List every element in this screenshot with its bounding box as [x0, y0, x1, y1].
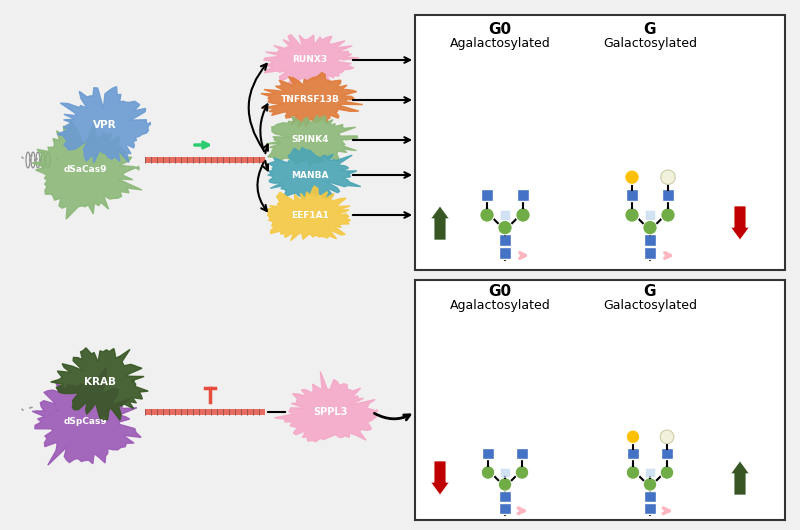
Circle shape	[625, 208, 639, 222]
Polygon shape	[32, 368, 141, 465]
FancyBboxPatch shape	[482, 448, 494, 460]
FancyBboxPatch shape	[626, 189, 638, 201]
Text: TNFRSF13B: TNFRSF13B	[281, 95, 339, 104]
Text: G0: G0	[489, 22, 511, 38]
Polygon shape	[264, 186, 350, 241]
FancyBboxPatch shape	[499, 502, 510, 514]
FancyBboxPatch shape	[481, 189, 493, 201]
FancyBboxPatch shape	[517, 189, 529, 201]
Text: G: G	[644, 285, 656, 299]
Text: dSpCas9: dSpCas9	[63, 418, 107, 427]
FancyBboxPatch shape	[646, 468, 654, 477]
Circle shape	[626, 430, 640, 444]
Polygon shape	[261, 73, 362, 128]
Circle shape	[626, 466, 640, 479]
Polygon shape	[430, 206, 450, 240]
Text: Galactosylated: Galactosylated	[603, 38, 697, 50]
Polygon shape	[730, 461, 750, 495]
FancyBboxPatch shape	[499, 247, 511, 259]
FancyBboxPatch shape	[500, 210, 510, 220]
Text: dSaCas9: dSaCas9	[63, 165, 106, 174]
Circle shape	[643, 220, 658, 235]
Text: G: G	[644, 22, 656, 38]
FancyBboxPatch shape	[627, 448, 638, 460]
Circle shape	[660, 430, 674, 444]
FancyBboxPatch shape	[644, 234, 656, 246]
FancyBboxPatch shape	[645, 210, 655, 220]
Circle shape	[661, 208, 675, 222]
FancyBboxPatch shape	[645, 491, 655, 502]
Circle shape	[482, 466, 494, 479]
Polygon shape	[50, 348, 148, 420]
Circle shape	[515, 466, 529, 479]
Polygon shape	[430, 461, 450, 495]
Polygon shape	[32, 120, 142, 219]
Text: Agalactosylated: Agalactosylated	[450, 38, 550, 50]
Text: Galactosylated: Galactosylated	[603, 299, 697, 313]
FancyBboxPatch shape	[499, 491, 510, 502]
FancyBboxPatch shape	[415, 15, 785, 270]
Polygon shape	[268, 148, 361, 199]
FancyBboxPatch shape	[644, 247, 656, 259]
FancyBboxPatch shape	[645, 502, 655, 514]
Circle shape	[480, 208, 494, 222]
FancyBboxPatch shape	[662, 448, 673, 460]
Text: SPPL3: SPPL3	[313, 407, 347, 417]
Circle shape	[661, 170, 675, 184]
Circle shape	[498, 220, 512, 235]
Text: RUNX3: RUNX3	[293, 56, 327, 65]
Text: VPR: VPR	[93, 120, 117, 130]
FancyBboxPatch shape	[415, 280, 785, 520]
FancyBboxPatch shape	[145, 157, 265, 163]
Text: MANBA: MANBA	[291, 171, 329, 180]
FancyBboxPatch shape	[500, 468, 510, 477]
Circle shape	[498, 478, 512, 491]
Polygon shape	[730, 206, 750, 240]
Polygon shape	[274, 372, 378, 441]
Circle shape	[660, 466, 674, 479]
Text: G0: G0	[489, 285, 511, 299]
Text: Agalactosylated: Agalactosylated	[450, 299, 550, 313]
Text: KRAB: KRAB	[84, 377, 116, 387]
FancyBboxPatch shape	[499, 234, 511, 246]
Circle shape	[516, 208, 530, 222]
Circle shape	[643, 478, 657, 491]
Polygon shape	[263, 35, 359, 85]
Polygon shape	[57, 86, 150, 163]
FancyBboxPatch shape	[662, 189, 674, 201]
Text: SPINK4: SPINK4	[291, 136, 329, 145]
Circle shape	[625, 170, 639, 184]
Polygon shape	[266, 116, 358, 167]
FancyBboxPatch shape	[517, 448, 527, 460]
FancyBboxPatch shape	[145, 409, 265, 415]
Text: EEF1A1: EEF1A1	[291, 210, 329, 219]
